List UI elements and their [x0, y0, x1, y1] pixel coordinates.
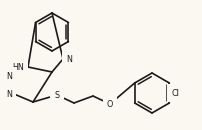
Text: N: N	[6, 89, 12, 99]
Text: N: N	[66, 54, 72, 63]
Text: O: O	[107, 99, 113, 109]
Text: Cl: Cl	[171, 89, 179, 98]
Text: N: N	[6, 72, 12, 80]
Text: S: S	[54, 90, 60, 99]
Text: HN: HN	[12, 63, 24, 72]
